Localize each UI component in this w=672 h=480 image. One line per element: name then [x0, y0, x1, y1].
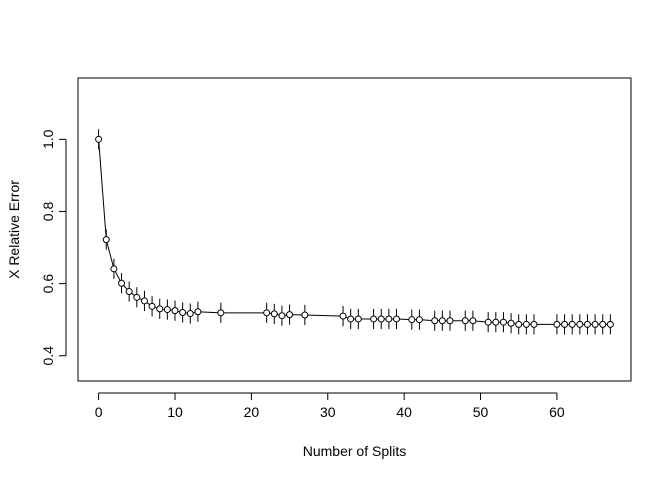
y-tick-label: 0.4	[40, 346, 56, 366]
x-tick-label: 40	[396, 404, 412, 420]
data-point	[102, 236, 110, 244]
x-axis: 0 10 20 30 40 50 60	[95, 392, 565, 420]
data-point	[286, 311, 294, 319]
x-tick-label: 60	[549, 404, 565, 420]
data-point	[606, 320, 614, 328]
data-point	[140, 297, 148, 305]
data-point	[530, 320, 538, 328]
data-point	[179, 308, 187, 316]
x-axis-label: Number of Splits	[303, 443, 406, 459]
x-tick-label: 0	[95, 404, 103, 420]
data-point	[163, 306, 171, 314]
data-point	[438, 317, 446, 325]
data-point	[186, 310, 194, 318]
data-point	[148, 302, 156, 310]
data-point	[484, 318, 492, 326]
data-point	[347, 315, 355, 323]
data-point	[583, 320, 591, 328]
data-point	[118, 279, 126, 287]
x-tick-label: 10	[167, 404, 183, 420]
data-point	[263, 309, 271, 317]
x-tick-label: 30	[320, 404, 336, 420]
data-point	[377, 315, 385, 323]
data-point	[370, 315, 378, 323]
data-point	[499, 318, 507, 326]
data-point	[133, 293, 141, 301]
data-point	[492, 318, 500, 326]
y-axis: 0.4 0.6 0.8 1.0	[40, 129, 67, 366]
data-point	[561, 320, 569, 328]
data-point	[270, 310, 278, 318]
y-tick-label: 1.0	[40, 129, 56, 149]
data-point	[301, 311, 309, 319]
data-point	[393, 315, 401, 323]
data-point	[217, 309, 225, 317]
data-point	[515, 320, 523, 328]
data-point	[339, 312, 347, 320]
data-point	[278, 312, 286, 320]
data-points	[95, 135, 614, 328]
data-point	[110, 265, 118, 273]
data-point	[522, 320, 530, 328]
data-point	[599, 320, 607, 328]
data-point	[446, 317, 454, 325]
data-point	[553, 320, 561, 328]
data-point	[576, 320, 584, 328]
data-point	[591, 320, 599, 328]
data-point	[125, 288, 133, 296]
x-tick-label: 20	[244, 404, 260, 420]
data-point	[95, 135, 103, 143]
data-point	[568, 320, 576, 328]
y-tick-label: 0.8	[40, 202, 56, 222]
data-point	[194, 308, 202, 316]
data-point	[354, 315, 362, 323]
y-tick-label: 0.6	[40, 274, 56, 294]
data-point	[431, 317, 439, 325]
plot-frame	[77, 77, 632, 382]
data-point	[469, 317, 477, 325]
y-axis-label: X Relative Error	[6, 180, 22, 279]
x-tick-label: 50	[473, 404, 489, 420]
data-point	[171, 307, 179, 315]
data-point	[461, 317, 469, 325]
data-point	[415, 316, 423, 324]
data-point	[385, 315, 393, 323]
data-point	[156, 305, 164, 313]
data-point	[507, 319, 515, 327]
data-point	[408, 316, 416, 324]
